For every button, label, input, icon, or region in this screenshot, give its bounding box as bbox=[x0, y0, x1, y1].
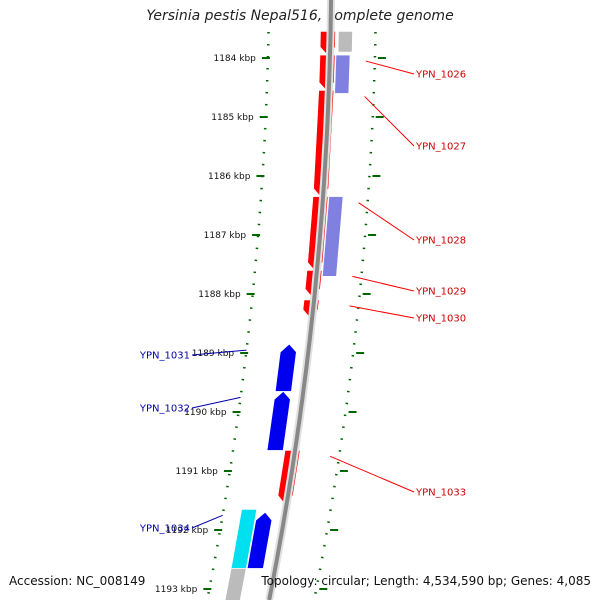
tick-label: 1193 kbp bbox=[155, 585, 198, 595]
label-layer: YPN_1026 YPN_1027 YPN_1028 YPN_1029 YPN_1030… bbox=[139, 60, 466, 535]
gene-label-ypn_1031[interactable]: YPN_1031 bbox=[139, 351, 190, 362]
gene-label-ypn_1033[interactable]: YPN_1033 bbox=[415, 488, 466, 499]
tick-layer: 1184 kbp 1185 kbp 1186 kbp 1187 kbp 1188 kbp… bbox=[155, 31, 386, 597]
tick-label: 1189 kbp bbox=[192, 349, 235, 359]
gene-label-line bbox=[365, 60, 415, 75]
gene-label-ypn_1030[interactable]: YPN_1030 bbox=[415, 314, 466, 325]
genome-backbone bbox=[267, 0, 333, 600]
backbone-halo bbox=[265, 0, 335, 600]
gene-label-ypn_1032[interactable]: YPN_1032 bbox=[139, 404, 190, 415]
reverse-gene[interactable] bbox=[274, 343, 297, 392]
reverse-gene[interactable] bbox=[246, 511, 273, 569]
gene-label-ypn_1026[interactable]: YPN_1026 bbox=[415, 70, 466, 81]
gene-label-line bbox=[349, 305, 415, 319]
reverse-gene-grey[interactable] bbox=[224, 568, 247, 600]
tick-label: 1185 kbp bbox=[211, 113, 254, 123]
forward-gene-grey[interactable] bbox=[337, 31, 353, 53]
gene-label-ypn_1034[interactable]: YPN_1034 bbox=[139, 524, 190, 535]
tick-label: 1188 kbp bbox=[198, 290, 241, 300]
tick-label: 1184 kbp bbox=[213, 54, 256, 64]
forward-gene-alt[interactable] bbox=[322, 196, 344, 277]
gene-label-line bbox=[329, 455, 415, 493]
gene-label-ypn_1029[interactable]: YPN_1029 bbox=[415, 287, 466, 298]
tick-label: 1187 kbp bbox=[204, 231, 247, 241]
gene-label-line bbox=[358, 202, 415, 241]
gene-label-ypn_1028[interactable]: YPN_1028 bbox=[415, 236, 466, 247]
forward-gene-alt[interactable] bbox=[334, 54, 351, 94]
accession-text: Accession: NC_008149 bbox=[9, 574, 146, 588]
backbone-layer bbox=[265, 0, 335, 600]
gene-label-line bbox=[191, 396, 241, 409]
gene-label-line bbox=[364, 96, 415, 147]
tick-label: 1192 kbp bbox=[166, 526, 209, 536]
genome-summary-text: Topology: circular; Length: 4,534,590 bp… bbox=[261, 574, 591, 588]
map-title: Yersinia pestis Nepal516, complete genom… bbox=[146, 8, 454, 24]
gene-label-line bbox=[352, 275, 415, 292]
gene-label-line bbox=[191, 514, 223, 529]
gene-label-line bbox=[191, 349, 247, 356]
gene-label-ypn_1027[interactable]: YPN_1027 bbox=[415, 142, 466, 153]
tick-label: 1190 kbp bbox=[184, 408, 227, 418]
tick-label: 1186 kbp bbox=[208, 172, 251, 182]
tick-label: 1191 kbp bbox=[175, 467, 218, 477]
reverse-gene[interactable] bbox=[266, 390, 291, 451]
